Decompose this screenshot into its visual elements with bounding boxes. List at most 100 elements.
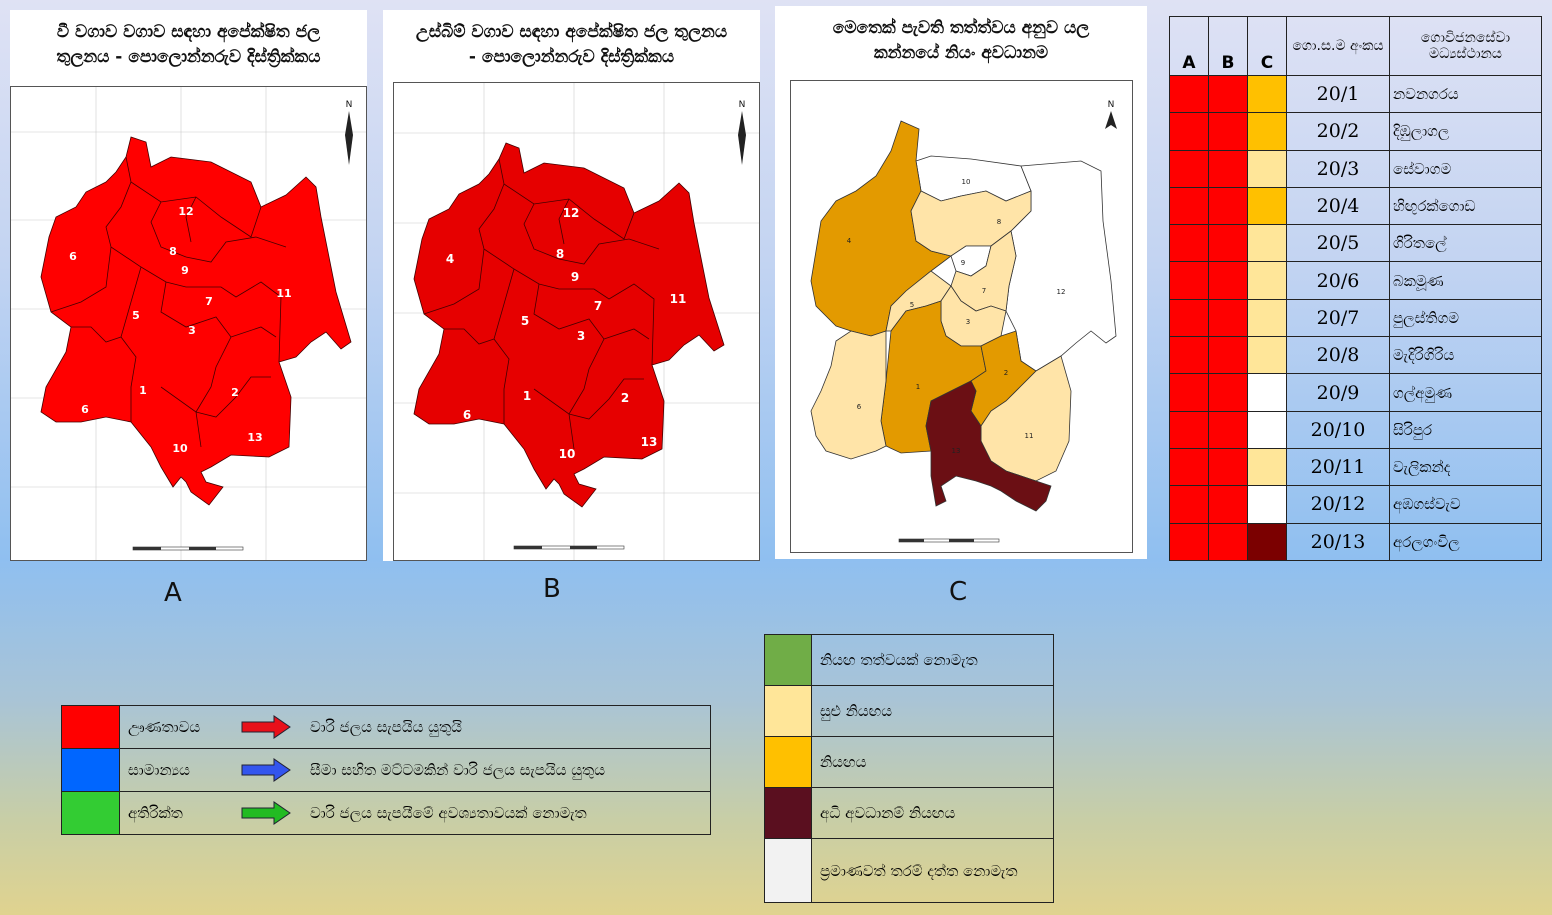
status-cell-c [1247, 186, 1287, 226]
region-label: 13 [641, 435, 658, 449]
panel-label-b: B [543, 574, 561, 604]
status-cell-b [1208, 112, 1248, 151]
region-label: 8 [997, 218, 1001, 226]
status-cell-a [1169, 186, 1209, 226]
legend-label: ප්‍රමාණවත් තරම් දත්ත නොමැත [811, 838, 1054, 903]
status-cell-a [1169, 410, 1209, 449]
region-label: 11 [1025, 432, 1034, 440]
legend-swatch [61, 791, 120, 835]
region-label: 6 [857, 403, 862, 411]
map-a-frame: 12 6 8 9 7 5 3 11 1 2 6 10 13 N [10, 86, 367, 561]
status-cell-a [1169, 336, 1209, 375]
region-label: 5 [521, 314, 529, 328]
panel-label-c: C [949, 577, 968, 607]
region-label: 4 [446, 252, 454, 266]
status-cell-a [1169, 485, 1209, 524]
station-name: වැලිකන්ද [1389, 447, 1542, 487]
region-label: 12 [178, 205, 193, 218]
map-panel-a: වී වගාව වගාව සඳහා අපේක්ෂිත ජල තුලනය - පො… [10, 10, 367, 561]
table-row: 20/11 වැලිකන්ද [1169, 447, 1542, 487]
region-label: 7 [594, 299, 602, 313]
map-c-title: මෙතෙක් පැවති තත්ත්වය අනුව යල කන්නයේ නියං… [832, 18, 1090, 63]
status-cell-c [1247, 261, 1287, 300]
svg-text:N: N [1108, 100, 1115, 110]
region-label: 5 [910, 301, 914, 309]
station-code: 20/6 [1286, 261, 1390, 300]
region-label: 8 [169, 245, 177, 258]
table-row: 20/4 හිඟුරක්ගොඩ [1169, 186, 1542, 226]
region-label: 7 [982, 287, 986, 295]
region-label: 3 [966, 318, 970, 326]
station-code: 20/2 [1286, 112, 1390, 151]
legend-row: සාමාන්‍යය සීමා සහිත මට්ටමකින් වාරි ජලය සැ… [61, 748, 711, 792]
scale-bar [513, 545, 625, 550]
legend-row: නියඟ තත්වයක් නොමැත [764, 634, 1054, 686]
legend-swatch [764, 787, 812, 839]
drought-legend: නියඟ තත්වයක් නොමැත සුළු නියඟය නියඟය අධි අවධ… [764, 634, 1054, 903]
station-code: 20/13 [1286, 522, 1390, 561]
station-name: හිඟුරක්ගොඩ [1389, 186, 1542, 226]
map-b-title: උස්බිම් වගාව සඳහා අපේක්ෂිත ජල තුලනය - පො… [415, 22, 728, 67]
map-panel-c: මෙතෙක් පැවති තත්ත්වය අනුව යල කන්නයේ නියං… [775, 6, 1147, 559]
region-label: 10 [172, 442, 188, 455]
status-cell-a [1169, 522, 1209, 561]
station-code: 20/11 [1286, 447, 1390, 487]
status-cell-a [1169, 298, 1209, 338]
station-name: නවනගරය [1389, 74, 1542, 114]
status-cell-b [1208, 410, 1248, 449]
panel-label-a: A [164, 578, 182, 608]
station-name: ගල්අමුණ [1389, 373, 1542, 412]
region-label: 12 [1057, 288, 1066, 296]
north-arrow-icon: N [345, 100, 353, 165]
status-cell-a [1169, 447, 1209, 487]
region-label: 2 [231, 386, 239, 399]
status-cell-c [1247, 224, 1287, 263]
legend-content: සාමාන්‍යය සීමා සහිත මට්ටමකින් වාරි ජලය සැ… [119, 748, 711, 792]
station-code: 20/1 [1286, 74, 1390, 114]
north-arrow-icon: N [738, 100, 746, 165]
status-cell-a [1169, 224, 1209, 263]
legend-row: නියඟය [764, 736, 1054, 788]
legend-row: ඌණතාවය වාරි ජලය සැපයිය යුතුයි [61, 705, 711, 749]
col-header-a: A [1169, 16, 1209, 76]
table-row: 20/7 පුලස්තිගම [1169, 298, 1542, 338]
col-header-code: ගො.ස.ම අංකය [1286, 16, 1390, 76]
region-label: 1 [916, 383, 920, 391]
station-name: දිඹුලාගල [1389, 112, 1542, 151]
region-label: 11 [670, 292, 687, 306]
station-code: 20/7 [1286, 298, 1390, 338]
legend-label: ඌණතාවය [128, 718, 201, 736]
legend-label: අධි අවධානම් නියඟය [811, 787, 1054, 839]
status-cell-c [1247, 336, 1287, 375]
status-cell-c [1247, 522, 1287, 561]
region-label: 12 [563, 206, 580, 220]
station-name: බකමූණ [1389, 261, 1542, 300]
legend-swatch [61, 748, 120, 792]
legend-swatch [764, 685, 812, 737]
map-b-frame: 12 4 8 9 7 5 3 11 1 2 6 10 13 N [393, 82, 760, 561]
legend-swatch [764, 838, 812, 903]
status-cell-c [1247, 485, 1287, 524]
legend-row: අධි අවධානම් නියඟය [764, 787, 1054, 839]
region-label: 8 [556, 247, 564, 261]
table-row: 20/13 අරලගංවිල [1169, 522, 1542, 561]
region-label: 3 [188, 324, 196, 337]
region-label: 10 [559, 447, 576, 461]
legend-row: සුළු නියඟය [764, 685, 1054, 737]
district-shape-b [413, 142, 725, 508]
status-cell-b [1208, 485, 1248, 524]
station-code: 20/5 [1286, 224, 1390, 263]
legend-label: අතිරික්ත [128, 804, 183, 822]
table-row: 20/5 ගිරිතලේ [1169, 224, 1542, 263]
legend-label: සාමාන්‍යය [128, 761, 190, 779]
status-cell-b [1208, 74, 1248, 114]
scale-bar [898, 538, 1000, 543]
status-cell-b [1208, 298, 1248, 338]
map-a-title: වී වගාව වගාව සඳහා අපේක්ෂිත ජල තුලනය - පො… [56, 22, 321, 67]
legend-content: අතිරික්ත වාරි ජලය සැපයීමේ අවශ්‍යතාවයක් නො… [119, 791, 711, 835]
status-cell-b [1208, 261, 1248, 300]
station-name: සිරිපුර [1389, 410, 1542, 449]
status-cell-c [1247, 112, 1287, 151]
station-name: අඹගස්වැව [1389, 485, 1542, 524]
legend-swatch [764, 736, 812, 788]
